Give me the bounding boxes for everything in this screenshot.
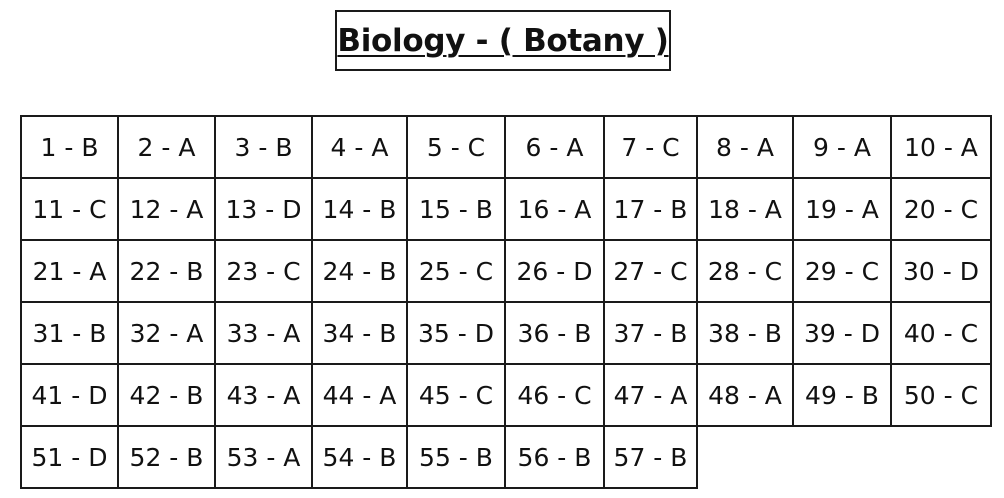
answer-cell: 18 - A	[696, 177, 792, 239]
answer-cell: 28 - C	[696, 239, 792, 301]
answer-cell: 39 - D	[792, 301, 890, 363]
answer-cell: 15 - B	[406, 177, 504, 239]
answer-cell: 11 - C	[20, 177, 117, 239]
answer-cell: 37 - B	[603, 301, 696, 363]
answer-cell: 51 - D	[20, 425, 117, 489]
answer-cell: 13 - D	[214, 177, 311, 239]
answer-cell: 3 - B	[214, 115, 311, 177]
answer-cell: 12 - A	[117, 177, 214, 239]
answer-cell: 19 - A	[792, 177, 890, 239]
answer-cell: 25 - C	[406, 239, 504, 301]
answer-cell: 35 - D	[406, 301, 504, 363]
answer-cell: 44 - A	[311, 363, 406, 425]
answer-cell: 49 - B	[792, 363, 890, 427]
answer-cell: 16 - A	[504, 177, 603, 239]
answer-cell: 45 - C	[406, 363, 504, 425]
answer-cell: 6 - A	[504, 115, 603, 177]
answer-cell: 7 - C	[603, 115, 696, 177]
answer-cell: 42 - B	[117, 363, 214, 425]
answer-cell: 17 - B	[603, 177, 696, 239]
answer-cell: 5 - C	[406, 115, 504, 177]
answer-cell: 36 - B	[504, 301, 603, 363]
answer-cell: 43 - A	[214, 363, 311, 425]
answer-cell: 31 - B	[20, 301, 117, 363]
answer-cell: 54 - B	[311, 425, 406, 489]
answer-cell: 38 - B	[696, 301, 792, 363]
answer-cell: 27 - C	[603, 239, 696, 301]
answer-cell: 52 - B	[117, 425, 214, 489]
answer-cell: 26 - D	[504, 239, 603, 301]
answer-cell: 32 - A	[117, 301, 214, 363]
answer-cell: 56 - B	[504, 425, 603, 489]
answer-cell: 57 - B	[603, 425, 698, 489]
answer-cell: 55 - B	[406, 425, 504, 489]
answer-cell: 33 - A	[214, 301, 311, 363]
answer-cell: 22 - B	[117, 239, 214, 301]
answer-cell: 47 - A	[603, 363, 696, 425]
page-title: Biology - ( Botany )	[337, 22, 669, 59]
answer-cell: 24 - B	[311, 239, 406, 301]
answer-cell: 1 - B	[20, 115, 117, 177]
answer-cell: 29 - C	[792, 239, 890, 301]
answer-cell: 30 - D	[890, 239, 992, 301]
answer-cell: 2 - A	[117, 115, 214, 177]
answer-cell: 23 - C	[214, 239, 311, 301]
answer-cell: 50 - C	[890, 363, 992, 427]
answer-cell: 46 - C	[504, 363, 603, 425]
title-box: Biology - ( Botany )	[335, 10, 671, 71]
answer-cell: 4 - A	[311, 115, 406, 177]
answer-cell: 48 - A	[696, 363, 792, 427]
answer-cell: 41 - D	[20, 363, 117, 425]
answer-cell: 10 - A	[890, 115, 992, 177]
answer-cell: 53 - A	[214, 425, 311, 489]
answer-cell: 14 - B	[311, 177, 406, 239]
answer-cell: 40 - C	[890, 301, 992, 363]
answer-cell: 9 - A	[792, 115, 890, 177]
answer-cell: 34 - B	[311, 301, 406, 363]
answer-cell: 21 - A	[20, 239, 117, 301]
answer-cell: 8 - A	[696, 115, 792, 177]
answer-cell: 20 - C	[890, 177, 992, 239]
